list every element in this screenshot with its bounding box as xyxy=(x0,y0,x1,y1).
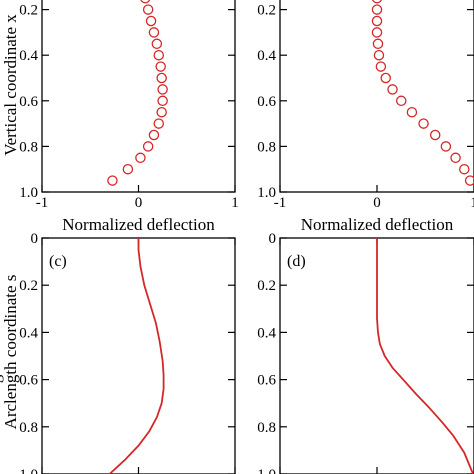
plot-area xyxy=(108,238,165,474)
y-axis-title: Arclength coordinate s xyxy=(1,275,20,430)
plot-frame xyxy=(279,0,474,193)
chart-panel-4: 0 0.2 0.4 0.6 0.8 1.0 Arclength coordinate s (d… xyxy=(0,231,474,474)
y-tick-label: 0.8 xyxy=(257,139,276,155)
data-point xyxy=(387,84,398,95)
data-point xyxy=(157,84,168,95)
data-point xyxy=(140,0,151,4)
y-tick-label: 0.6 xyxy=(19,373,38,389)
data-point xyxy=(107,175,118,186)
y-axis-title: Vertical coordinate x xyxy=(0,14,4,156)
data-point xyxy=(122,163,134,175)
plot-frame xyxy=(41,0,236,193)
data-point xyxy=(371,15,383,27)
data-point xyxy=(135,152,146,164)
data-point xyxy=(429,129,441,141)
x-tick-label: 0 xyxy=(373,195,381,211)
chart-panel-1: -1 0 1 0.2 0.4 0.6 0.8 1.0 Normalized deflection… xyxy=(1,0,239,234)
data-point xyxy=(156,72,167,84)
data-point xyxy=(450,152,461,164)
series-line xyxy=(108,238,165,474)
y-axis-title: Arclength coordinate s xyxy=(0,275,4,430)
y-tick-label: 1.0 xyxy=(257,185,276,201)
y-tick-label: 1.0 xyxy=(19,185,38,201)
x-tick-label: -1 xyxy=(274,195,287,211)
plot-frame xyxy=(41,237,236,474)
data-point xyxy=(151,38,163,50)
y-tick-label: 0.4 xyxy=(257,48,276,64)
y-tick-label: 0 xyxy=(31,231,39,247)
data-point xyxy=(157,95,168,107)
y-tick-label: 0.6 xyxy=(257,94,276,110)
chart-panel-3: 0 0.2 0.4 0.6 0.8 1.0 Arclength coordinate s (c… xyxy=(1,231,236,474)
data-point xyxy=(406,106,418,118)
y-tick-label: 0.2 xyxy=(257,3,276,19)
y-tick-label: 0.4 xyxy=(257,325,276,341)
y-tick-label: 0.4 xyxy=(19,325,38,341)
data-point xyxy=(142,4,154,15)
data-point xyxy=(145,15,157,27)
data-point xyxy=(395,95,407,107)
data-point xyxy=(371,4,383,15)
chart-panel-2: -1 0 1 0.2 0.4 0.6 0.8 1.0 Normalized deflection… xyxy=(0,0,474,234)
plot-area xyxy=(107,0,168,186)
plot-area xyxy=(376,238,474,474)
y-tick-label: 0.6 xyxy=(19,94,38,110)
y-tick-label: 1.0 xyxy=(19,467,38,474)
data-point xyxy=(148,129,160,141)
data-point xyxy=(156,106,167,118)
y-tick-label: 0.4 xyxy=(19,48,38,64)
data-point xyxy=(418,118,429,129)
data-point xyxy=(372,0,382,4)
data-point xyxy=(459,163,470,175)
panel-label: (c) xyxy=(49,253,67,270)
data-point xyxy=(380,72,391,84)
y-axis-title: Vertical coordinate x xyxy=(1,14,20,156)
y-tick-label: 0.2 xyxy=(257,278,276,294)
series-line xyxy=(376,238,474,474)
data-point xyxy=(440,141,452,152)
data-point xyxy=(375,61,387,72)
x-tick-label: 1 xyxy=(470,195,474,211)
x-tick-label: 1 xyxy=(231,195,239,211)
panel-label: (d) xyxy=(287,253,306,270)
y-tick-label: 0.2 xyxy=(19,278,38,294)
y-tick-label: 0.8 xyxy=(19,139,38,155)
x-tick-label: 0 xyxy=(135,195,143,211)
data-point xyxy=(148,27,160,38)
data-point xyxy=(373,49,385,61)
data-point xyxy=(153,49,165,61)
x-axis-title: Normalized deflection xyxy=(301,215,454,234)
y-tick-label: 0.6 xyxy=(257,373,276,389)
y-tick-label: 1.0 xyxy=(257,467,276,474)
data-point xyxy=(155,61,166,72)
data-point xyxy=(372,38,384,50)
data-point xyxy=(464,175,474,186)
y-tick-label: 0.2 xyxy=(19,3,38,19)
y-tick-label: 0.8 xyxy=(19,420,38,436)
x-tick-label: -1 xyxy=(36,195,49,211)
data-point xyxy=(153,118,165,129)
x-axis-title: Normalized deflection xyxy=(62,215,215,234)
data-point xyxy=(371,27,383,38)
plot-area xyxy=(371,0,474,186)
y-tick-label: 0.8 xyxy=(257,420,276,436)
y-tick-label: 0 xyxy=(269,231,277,247)
data-point xyxy=(142,141,154,152)
